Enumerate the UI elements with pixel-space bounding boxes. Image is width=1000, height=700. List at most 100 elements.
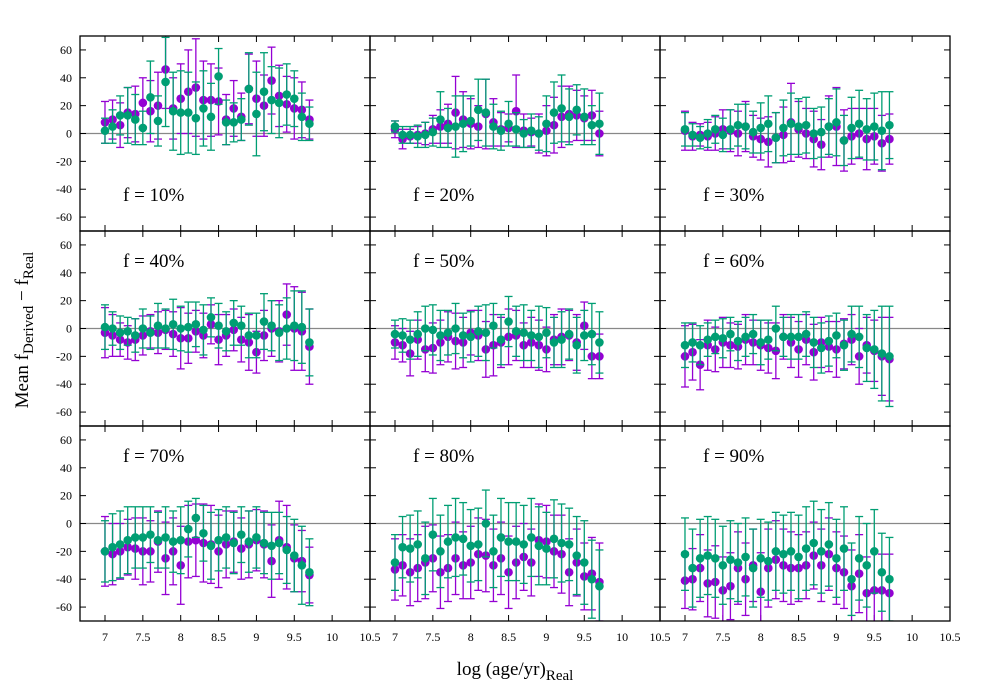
point [511,125,521,134]
point [748,329,758,339]
plot-area [100,36,314,157]
point [138,98,148,108]
point [229,538,239,548]
point [100,322,110,332]
point [123,111,133,120]
x-tick-label: 8 [468,630,474,644]
point [587,574,597,584]
x-tick-label: 9 [253,630,259,644]
x-tick-label: 8.5 [501,630,516,644]
point [221,326,231,336]
point [557,104,566,113]
point [703,335,713,344]
point [756,123,766,133]
point [534,541,544,551]
point [794,122,803,131]
point [267,321,276,331]
panel-annotation: f = 50% [413,251,475,272]
x-tick-label: 7.5 [715,630,730,644]
point [252,533,261,542]
point [564,329,574,339]
point [688,130,697,140]
point [161,533,170,542]
point [511,106,521,116]
point [824,122,834,131]
point [587,329,597,339]
point [680,340,690,350]
point [695,554,705,563]
point [496,126,506,136]
point [420,130,430,140]
point [763,556,773,566]
point [794,332,803,342]
point [458,331,468,340]
x-tick-label: 10 [906,630,918,644]
point [289,551,299,560]
point [282,324,292,333]
point [274,538,284,548]
plot-area [390,74,604,158]
y-tick-label: 40 [60,266,72,280]
point [221,533,231,542]
x-tick-label: 7 [392,630,398,644]
x-tick-label: 9.5 [287,630,302,644]
point [274,98,284,108]
point [405,544,415,553]
point [741,552,750,562]
point [146,328,155,337]
point [572,340,582,350]
point [847,329,856,339]
point [436,115,445,124]
point [191,320,201,329]
point [695,340,705,350]
point [451,324,460,333]
point [542,328,551,337]
point [420,324,430,333]
point [824,336,834,346]
point [138,533,148,542]
point [206,112,216,122]
point [466,541,476,551]
point [839,544,849,553]
point [756,338,766,347]
point [688,563,697,573]
point [779,332,788,342]
point [436,331,445,340]
plot-area [680,305,894,408]
point [885,574,894,584]
point [274,328,284,337]
y-tick-label: 0 [66,517,72,531]
point [428,127,438,137]
point [695,133,705,142]
point [809,538,819,548]
y-tick-label: -20 [56,544,72,558]
point [115,540,125,549]
point [229,318,239,328]
point [741,332,750,342]
point [405,335,415,344]
point [680,549,690,559]
point [748,127,758,137]
point [458,534,468,544]
point [489,122,498,131]
point [420,554,430,563]
point [191,513,201,523]
point [579,331,589,340]
point [869,547,879,556]
point [703,129,713,138]
point [763,119,773,129]
y-tick-label: 40 [60,461,72,475]
point [153,535,163,545]
y-axis-label: Mean fDerived − fReal [12,252,37,409]
point [786,547,796,556]
point [511,537,521,546]
point [595,581,604,591]
point [519,129,529,138]
point [176,324,186,333]
panel-annotation: f = 70% [123,446,185,467]
point [771,547,781,556]
point [458,119,468,129]
point [305,119,314,129]
point [885,352,894,361]
point [726,555,735,565]
